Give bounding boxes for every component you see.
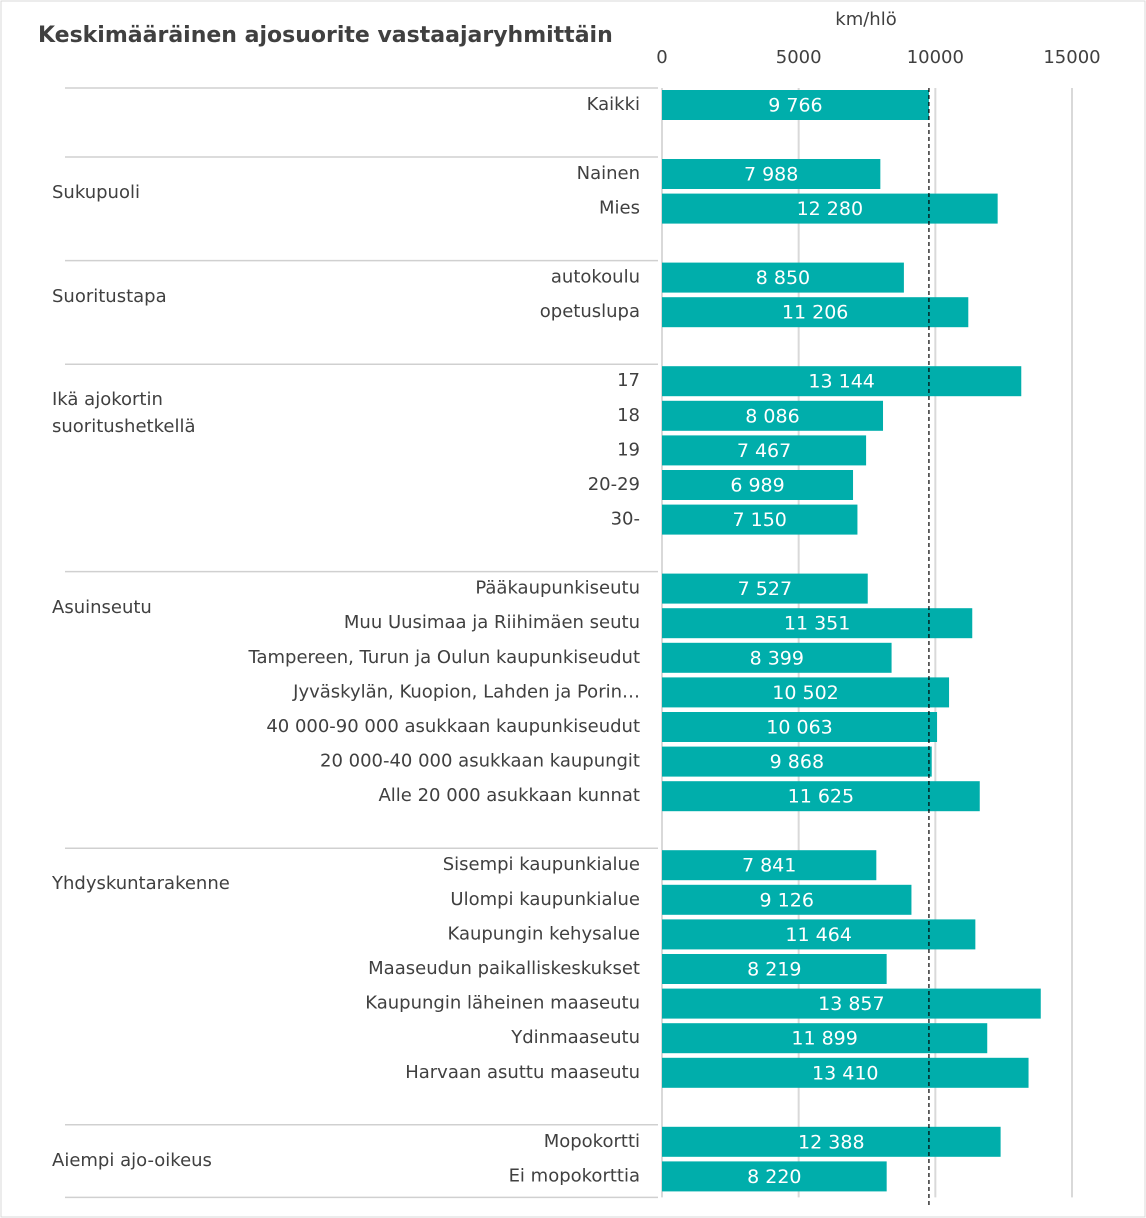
- category-label: 20 000-40 000 asukkaan kaupungit: [320, 751, 640, 772]
- group-label: Aiempi ajo-oikeus: [52, 1149, 212, 1171]
- value-label: 11 206: [782, 302, 848, 324]
- category-label: 20-29: [588, 474, 640, 495]
- value-label: 9 868: [770, 751, 824, 773]
- category-label: opetuslupa: [540, 301, 640, 322]
- x-tick-label: 15000: [1043, 47, 1100, 68]
- category-label: 40 000-90 000 asukkaan kaupunkiseudut: [266, 716, 640, 737]
- bar: [662, 193, 998, 224]
- bars: [662, 90, 1041, 1192]
- value-label: 11 464: [785, 924, 851, 946]
- value-label: 7 988: [744, 164, 798, 186]
- category-label: Harvaan asuttu maaseutu: [405, 1062, 640, 1083]
- category-label: Tampereen, Turun ja Oulun kaupunkiseudut: [247, 647, 640, 668]
- bar: [662, 1161, 887, 1192]
- category-label: 19: [617, 439, 640, 460]
- value-label: 7 150: [733, 509, 787, 531]
- value-label: 11 625: [788, 786, 854, 808]
- category-label: Kaupungin läheinen maaseutu: [365, 993, 640, 1014]
- value-label: 6 989: [730, 475, 784, 497]
- group-label: Sukupuoli: [52, 182, 140, 203]
- bar: [662, 90, 929, 120]
- bar: [662, 884, 912, 915]
- bar: [662, 1057, 1029, 1088]
- bar: [662, 297, 969, 328]
- category-label: Ulompi kaupunkialue: [450, 889, 640, 910]
- value-label: 10 063: [766, 717, 832, 739]
- value-label: 8 219: [747, 959, 801, 981]
- group-label: Asuinseutu: [52, 596, 152, 618]
- x-axis-label: km/hlö: [835, 9, 896, 30]
- value-label: 8 399: [750, 647, 804, 669]
- category-label: Alle 20 000 asukkaan kunnat: [378, 785, 640, 806]
- category-label: Maaseudun paikalliskeskukset: [368, 958, 640, 979]
- category-label: Kaupungin kehysalue: [447, 923, 640, 944]
- bar: [662, 988, 1041, 1019]
- bar: [662, 366, 1022, 397]
- bar: [662, 919, 976, 950]
- category-label: Ei mopokorttia: [509, 1165, 640, 1186]
- category-label: Pääkaupunkiseutu: [475, 578, 640, 599]
- group-label: Yhdyskuntarakenne: [52, 873, 230, 895]
- bar: [662, 746, 932, 777]
- category-label: Muu Uusimaa ja Riihimäen seutu: [344, 612, 640, 633]
- bar: [662, 608, 973, 639]
- bar: [662, 850, 877, 881]
- value-label: 8 086: [745, 405, 799, 427]
- category-label: Kaikki: [587, 94, 640, 115]
- bar: [662, 642, 892, 673]
- bar: [662, 1023, 988, 1054]
- category-label: Jyväskylän, Kuopion, Lahden ja Porin…: [292, 681, 640, 702]
- x-tick-label: 0: [656, 47, 667, 68]
- category-label: 17: [617, 370, 640, 391]
- value-label: 9 766: [768, 95, 822, 117]
- value-label: 11 351: [784, 613, 850, 635]
- value-label: 13 410: [812, 1062, 878, 1084]
- category-label: Mies: [599, 198, 640, 219]
- value-label: 8 850: [756, 267, 810, 289]
- bar: [662, 262, 904, 293]
- group-label: Suoritustapa: [52, 285, 167, 307]
- value-label: 7 841: [742, 855, 796, 877]
- bar: [662, 573, 868, 604]
- grid: [65, 87, 1073, 1199]
- category-label: Sisempi kaupunkialue: [443, 854, 640, 875]
- value-label: 12 388: [798, 1131, 864, 1153]
- bar: [662, 435, 867, 466]
- x-tick-label: 5000: [776, 47, 822, 68]
- bar: [662, 781, 980, 812]
- bar: [662, 159, 881, 189]
- category-label: autokoulu: [551, 267, 640, 288]
- value-label: 8 220: [747, 1166, 801, 1188]
- bar: [662, 504, 858, 535]
- value-label: 11 899: [791, 1028, 857, 1050]
- bar: [662, 712, 938, 742]
- value-label: 9 126: [760, 889, 814, 911]
- value-label: 13 857: [818, 993, 884, 1015]
- value-label: 12 280: [797, 198, 863, 220]
- value-label: 7 467: [737, 440, 791, 462]
- value-label: 13 144: [808, 371, 874, 393]
- group-label: Ikä ajokortin suoritushetkellä: [52, 389, 196, 438]
- chart-title: Keskimääräinen ajosuorite vastaajaryhmit…: [38, 23, 613, 48]
- bar: [662, 1126, 1001, 1157]
- category-label: Ydinmaaseutu: [510, 1027, 640, 1048]
- bar: [662, 470, 854, 500]
- bar: [662, 400, 884, 431]
- category-label: Mopokortti: [544, 1131, 640, 1152]
- value-label: 7 527: [738, 578, 792, 600]
- x-tick-label: 10000: [907, 47, 964, 68]
- value-label: 10 502: [772, 682, 838, 704]
- bar: [662, 677, 950, 708]
- category-label: Nainen: [577, 163, 640, 184]
- category-label: 18: [617, 405, 640, 426]
- category-label: 30-: [611, 509, 640, 530]
- bar: [662, 954, 887, 984]
